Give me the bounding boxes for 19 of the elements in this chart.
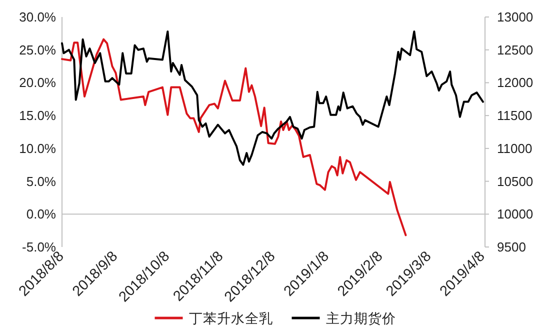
- y2-tick-label: 11000: [497, 140, 532, 156]
- y-tick-label: 5.0%: [26, 174, 56, 189]
- legend-label: 主力期货价: [326, 311, 396, 326]
- line-series: [61, 30, 484, 166]
- y2-tick-label: 10500: [497, 174, 534, 189]
- y-tick-label: 30.0%: [19, 10, 56, 24]
- y-tick-label: 25.0%: [19, 42, 56, 58]
- y2-tick-label: 13000: [497, 10, 534, 24]
- y-tick-label: 10.0%: [19, 140, 56, 156]
- y2-tick-label: 11500: [497, 108, 532, 124]
- y2-tick-label: 12500: [497, 42, 534, 58]
- y2-tick-label: 12000: [497, 75, 534, 90]
- legend-label: 丁苯升水全乳: [188, 311, 273, 326]
- y-tick-label: 0.0%: [26, 206, 56, 222]
- y-tick-label: 20.0%: [19, 75, 56, 90]
- line-series: [61, 38, 407, 236]
- y-tick-label: 15.0%: [19, 108, 56, 124]
- y2-tick-label: 10000: [497, 206, 534, 222]
- y2-tick-label: 9500: [497, 240, 526, 254]
